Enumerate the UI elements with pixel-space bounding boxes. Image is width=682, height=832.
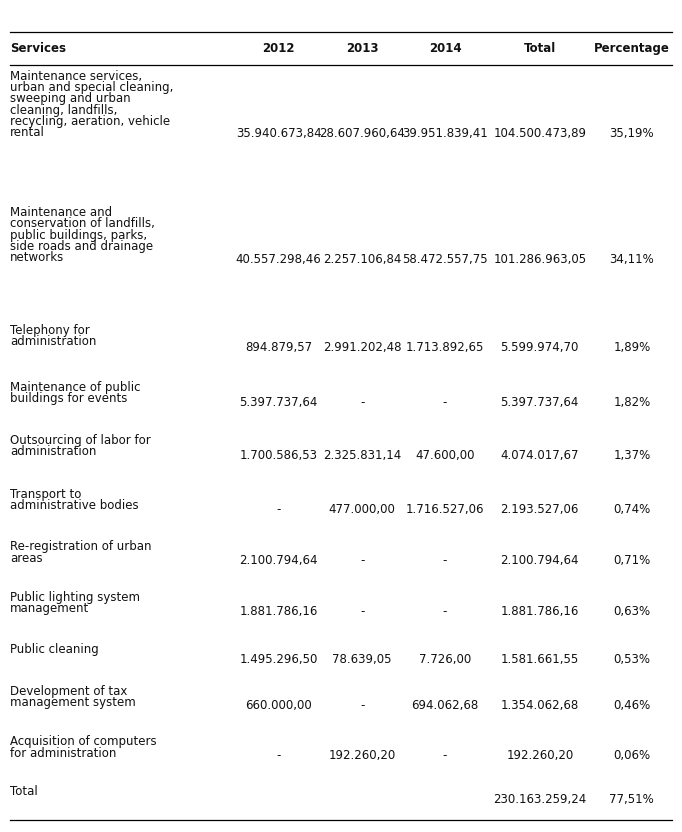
Text: Telephony for: Telephony for — [10, 324, 90, 336]
Text: cleaning, landfills,: cleaning, landfills, — [10, 103, 117, 116]
Text: Maintenance services,: Maintenance services, — [10, 70, 143, 83]
Text: networks: networks — [10, 251, 65, 264]
Text: recycling, aeration, vehicle: recycling, aeration, vehicle — [10, 115, 170, 128]
Text: administrative bodies: administrative bodies — [10, 499, 139, 513]
Text: 2014: 2014 — [429, 42, 461, 55]
Text: 894.879,57: 894.879,57 — [245, 341, 312, 354]
Text: 1.354.062,68: 1.354.062,68 — [501, 699, 579, 712]
Text: 1.700.586,53: 1.700.586,53 — [239, 449, 318, 463]
Text: 2.193.527,06: 2.193.527,06 — [501, 503, 579, 516]
Text: 35,19%: 35,19% — [610, 126, 654, 140]
Text: 1.495.296,50: 1.495.296,50 — [239, 652, 318, 666]
Text: -: - — [360, 606, 364, 618]
Text: 1.881.786,16: 1.881.786,16 — [501, 606, 579, 618]
Text: Maintenance and: Maintenance and — [10, 206, 113, 219]
Text: 101.286.963,05: 101.286.963,05 — [493, 253, 587, 266]
Text: 28.607.960,64: 28.607.960,64 — [319, 126, 405, 140]
Text: 0,71%: 0,71% — [613, 554, 651, 567]
Text: 2.100.794,64: 2.100.794,64 — [239, 554, 318, 567]
Text: side roads and drainage: side roads and drainage — [10, 240, 153, 253]
Text: management: management — [10, 602, 89, 615]
Text: -: - — [360, 396, 364, 409]
Text: 1,37%: 1,37% — [613, 449, 651, 463]
Text: 0,74%: 0,74% — [613, 503, 651, 516]
Text: Percentage: Percentage — [594, 42, 670, 55]
Text: -: - — [360, 554, 364, 567]
Text: 0,06%: 0,06% — [613, 749, 651, 761]
Text: 35.940.673,84: 35.940.673,84 — [236, 126, 321, 140]
Text: 660.000,00: 660.000,00 — [246, 699, 312, 712]
Text: administration: administration — [10, 334, 97, 348]
Text: Total: Total — [10, 785, 38, 798]
Text: Maintenance of public: Maintenance of public — [10, 381, 140, 394]
Text: Outsourcing of labor for: Outsourcing of labor for — [10, 433, 151, 447]
Text: 4.074.017,67: 4.074.017,67 — [501, 449, 579, 463]
Text: Public cleaning: Public cleaning — [10, 643, 99, 656]
Text: public buildings, parks,: public buildings, parks, — [10, 229, 147, 241]
Text: rental: rental — [10, 126, 45, 139]
Text: 2.100.794,64: 2.100.794,64 — [501, 554, 579, 567]
Text: -: - — [360, 699, 364, 712]
Text: sweeping and urban: sweeping and urban — [10, 92, 131, 106]
Text: Development of tax: Development of tax — [10, 685, 128, 698]
Text: 2.325.831,14: 2.325.831,14 — [323, 449, 401, 463]
Text: -: - — [276, 749, 281, 761]
Text: 77,51%: 77,51% — [610, 793, 654, 806]
Text: 477.000,00: 477.000,00 — [329, 503, 396, 516]
Text: -: - — [443, 749, 447, 761]
Text: administration: administration — [10, 445, 97, 458]
Text: 2.257.106,84: 2.257.106,84 — [323, 253, 401, 266]
Text: Public lighting system: Public lighting system — [10, 591, 140, 604]
Text: 58.472.557,75: 58.472.557,75 — [402, 253, 488, 266]
Text: 104.500.473,89: 104.500.473,89 — [493, 126, 587, 140]
Text: 192.260,20: 192.260,20 — [506, 749, 574, 761]
Text: -: - — [443, 396, 447, 409]
Text: 230.163.259,24: 230.163.259,24 — [493, 793, 587, 806]
Text: urban and special cleaning,: urban and special cleaning, — [10, 81, 174, 94]
Text: 5.397.737,64: 5.397.737,64 — [501, 396, 579, 409]
Text: 0,53%: 0,53% — [613, 652, 651, 666]
Text: 192.260,20: 192.260,20 — [329, 749, 396, 761]
Text: 0,46%: 0,46% — [613, 699, 651, 712]
Text: 7.726,00: 7.726,00 — [419, 652, 471, 666]
Text: 694.062,68: 694.062,68 — [411, 699, 479, 712]
Text: 2012: 2012 — [263, 42, 295, 55]
Text: Transport to: Transport to — [10, 488, 82, 501]
Text: 39.951.839,41: 39.951.839,41 — [402, 126, 488, 140]
Text: 40.557.298,46: 40.557.298,46 — [236, 253, 321, 266]
Text: management system: management system — [10, 696, 136, 710]
Text: 2013: 2013 — [346, 42, 379, 55]
Text: 5.599.974,70: 5.599.974,70 — [501, 341, 579, 354]
Text: 47.600,00: 47.600,00 — [415, 449, 475, 463]
Text: 34,11%: 34,11% — [610, 253, 654, 266]
Text: buildings for events: buildings for events — [10, 393, 128, 405]
Text: 5.397.737,64: 5.397.737,64 — [239, 396, 318, 409]
Text: conservation of landfills,: conservation of landfills, — [10, 217, 155, 230]
Text: 1,82%: 1,82% — [613, 396, 651, 409]
Text: -: - — [443, 606, 447, 618]
Text: 1.581.661,55: 1.581.661,55 — [501, 652, 579, 666]
Text: 1,89%: 1,89% — [613, 341, 651, 354]
Text: 0,63%: 0,63% — [613, 606, 651, 618]
Text: Services: Services — [10, 42, 66, 55]
Text: 78.639,05: 78.639,05 — [332, 652, 392, 666]
Text: -: - — [276, 503, 281, 516]
Text: areas: areas — [10, 552, 43, 565]
Text: Total: Total — [524, 42, 556, 55]
Text: 1.713.892,65: 1.713.892,65 — [406, 341, 484, 354]
Text: Acquisition of computers: Acquisition of computers — [10, 735, 157, 749]
Text: for administration: for administration — [10, 746, 117, 760]
Text: 1.881.786,16: 1.881.786,16 — [239, 606, 318, 618]
Text: -: - — [443, 554, 447, 567]
Text: 1.716.527,06: 1.716.527,06 — [406, 503, 484, 516]
Text: 2.991.202,48: 2.991.202,48 — [323, 341, 402, 354]
Text: Re-registration of urban: Re-registration of urban — [10, 541, 151, 553]
